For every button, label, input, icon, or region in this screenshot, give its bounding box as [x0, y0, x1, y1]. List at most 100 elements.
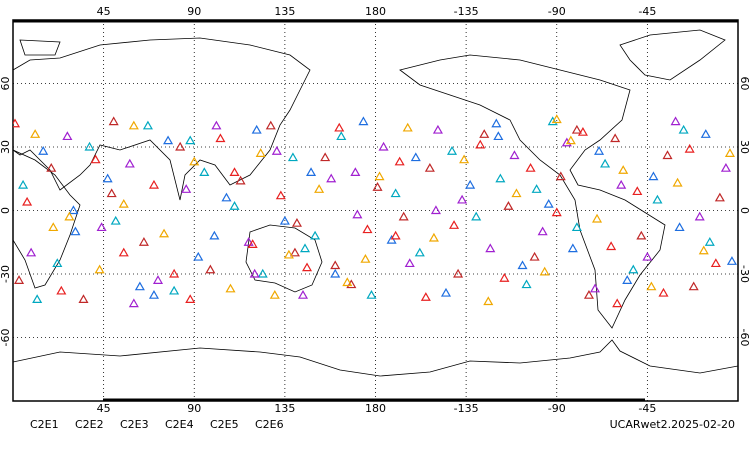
occultation-point: [96, 222, 107, 232]
occultation-point: [110, 215, 121, 225]
occultation-point: [658, 287, 669, 297]
occultation-point: [326, 173, 337, 183]
occultation-point: [410, 152, 421, 162]
legend-label: C2E1: [30, 418, 59, 431]
occultation-point: [565, 135, 576, 145]
occultation-point: [62, 131, 73, 141]
occultation-point: [479, 129, 490, 138]
occultation-point: [169, 268, 180, 278]
x-tick-label: 90: [187, 5, 201, 18]
x-tick-label: 180: [365, 402, 386, 415]
occultation-point: [440, 287, 452, 297]
occultation-point: [185, 294, 196, 303]
coastline: [19, 39, 61, 56]
occultation-point: [622, 275, 633, 284]
occultation-point: [271, 146, 282, 155]
occultation-point: [688, 281, 699, 291]
occultation-point: [78, 294, 89, 303]
occultation-point: [255, 148, 266, 157]
occultation-point: [46, 162, 57, 172]
occultation-point: [543, 198, 554, 208]
occultation-point: [189, 156, 200, 166]
occultation-point: [175, 141, 186, 151]
occultation-point: [628, 264, 639, 274]
x-tick-label: 180: [365, 5, 386, 18]
occultation-point: [193, 251, 204, 261]
occultation-point: [310, 230, 321, 240]
occultation-point: [283, 249, 294, 259]
occultation-point: [720, 162, 731, 172]
occultation-point: [108, 116, 119, 126]
coastline: [13, 37, 311, 201]
occultation-point: [402, 122, 413, 132]
occultation-point: [289, 247, 300, 257]
occultation-point: [64, 211, 75, 221]
occultation-point: [301, 262, 313, 272]
y-tick-label: 60: [0, 77, 12, 91]
occultation-point: [491, 118, 502, 128]
occultation-point: [215, 133, 226, 143]
product-label: UCARwet2.2025-02-20: [610, 418, 735, 431]
occultation-point: [56, 285, 67, 295]
occultation-point: [334, 122, 345, 132]
points: [13, 114, 737, 308]
x-tick-label: -45: [638, 5, 656, 18]
occultation-point: [446, 146, 458, 155]
occultation-point: [511, 188, 522, 198]
occultation-point: [394, 156, 405, 166]
occultation-point: [118, 247, 129, 257]
grid: [13, 20, 738, 401]
occultation-point: [648, 171, 659, 181]
occultation-point: [577, 126, 588, 136]
occultation-point: [465, 179, 476, 189]
legend-label: C2E4: [165, 418, 194, 431]
occultation-point: [118, 198, 129, 208]
occultation-point: [350, 167, 361, 176]
occultation-point: [378, 141, 389, 151]
occultation-point: [594, 146, 605, 155]
occultation-point: [362, 224, 373, 234]
occultation-point: [38, 146, 49, 155]
occultation-point: [678, 124, 689, 134]
occultation-point: [457, 194, 468, 204]
occultation-point: [247, 239, 258, 248]
legend-label: C2E2: [75, 418, 104, 431]
occultation-point: [483, 296, 494, 306]
occultation-point: [330, 260, 341, 270]
occultation-point: [297, 289, 309, 299]
occultation-point: [22, 196, 33, 206]
occultation-point: [229, 167, 240, 176]
occultation-point: [531, 184, 542, 193]
occultation-point: [249, 268, 260, 278]
x-tick-label: -45: [638, 402, 656, 415]
occultation-point: [555, 171, 566, 181]
coastline: [13, 339, 738, 377]
occultation-point: [13, 118, 21, 128]
occultation-point: [432, 124, 443, 134]
occultation-point: [124, 158, 135, 168]
occultation-point: [257, 268, 268, 278]
occultation-point: [336, 131, 347, 141]
occultation-point: [420, 292, 431, 301]
occultation-point: [636, 230, 647, 240]
occultation-point: [670, 116, 681, 126]
occultation-point: [698, 245, 709, 255]
occultation-point: [700, 129, 711, 138]
occultation-point: [632, 186, 643, 196]
occultation-point: [493, 131, 504, 141]
occultation-point: [243, 237, 254, 246]
x-tick-label: 135: [274, 402, 295, 415]
occultation-point: [330, 268, 341, 278]
occultation-point: [459, 154, 470, 164]
occultation-point: [48, 222, 59, 232]
occultation-point: [428, 232, 439, 242]
occultation-point: [358, 116, 369, 126]
occultation-point: [352, 209, 363, 219]
occultation-point: [235, 175, 246, 185]
occultation-point: [269, 289, 280, 299]
occultation-point: [547, 116, 558, 126]
x-tick-label: -135: [454, 5, 479, 18]
occultation-point: [390, 188, 401, 198]
y-tick-label: -60: [0, 329, 12, 347]
